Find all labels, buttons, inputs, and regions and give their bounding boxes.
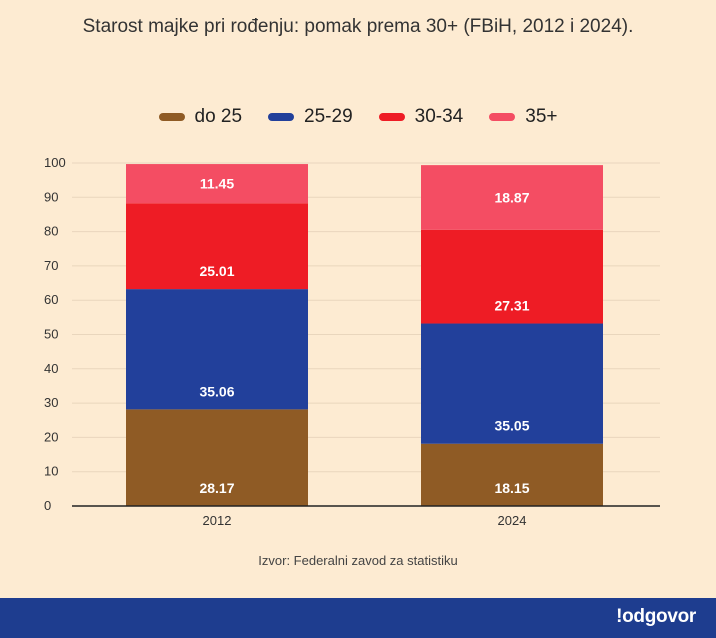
data-label: 11.45	[200, 176, 234, 192]
legend-item-3: 35+	[489, 106, 558, 128]
y-tick-label: 100	[44, 155, 66, 170]
legend-label: 35+	[525, 106, 558, 127]
data-label: 35.05	[494, 418, 529, 434]
y-tick-label: 90	[44, 189, 58, 204]
bar-segment	[421, 229, 603, 324]
brand-logo: !odgovor	[616, 606, 696, 627]
data-label: 18.87	[494, 189, 529, 205]
footer-bar: !odgovor	[0, 598, 716, 638]
legend-label: 30-34	[414, 106, 464, 127]
legend-label: 25-29	[304, 106, 353, 127]
legend-item-0: do 25	[158, 106, 243, 128]
bar-segment	[421, 443, 603, 506]
y-tick-label: 70	[44, 258, 58, 273]
data-label: 28.17	[199, 480, 234, 496]
legend-label: do 25	[194, 106, 243, 127]
y-tick-label: 80	[44, 224, 58, 239]
legend-swatch	[158, 113, 185, 121]
bar-segment	[421, 323, 603, 444]
bar-segment	[421, 165, 603, 230]
legend-swatch	[378, 113, 405, 121]
legend-item-1: 25-29	[268, 106, 353, 128]
bar-segment	[126, 409, 308, 506]
y-tick-label: 0	[44, 498, 51, 513]
x-tick-label: 2024	[498, 513, 527, 528]
legend-item-2: 30-34	[378, 106, 464, 128]
data-label: 35.06	[199, 383, 234, 399]
legend-swatch	[268, 113, 295, 121]
legend-swatch	[489, 113, 516, 121]
chart-title: Starost majke pri rođenju: pomak prema 3…	[82, 16, 634, 37]
data-label: 27.31	[494, 298, 529, 314]
data-label: 18.15	[494, 480, 529, 496]
y-tick-label: 50	[44, 327, 58, 342]
y-tick-label: 60	[44, 292, 58, 307]
bar-segment	[126, 289, 308, 410]
data-label: 25.01	[199, 263, 234, 279]
source-note: Izvor: Federalni zavod za statistiku	[258, 553, 458, 568]
stacked-bar-chart: 0 10 20 30 40 50 60 70 80 90 100 28.17 35.06 25.01 11.…	[44, 155, 660, 528]
bar-segment	[126, 203, 308, 290]
x-tick-label: 2012	[203, 513, 232, 528]
y-tick-label: 20	[44, 429, 58, 444]
y-tick-label: 10	[44, 464, 58, 479]
chart-legend: do 25 25-29 30-34 35+	[0, 106, 716, 128]
bar-segment	[126, 164, 308, 204]
y-tick-label: 40	[44, 361, 58, 376]
y-tick-label: 30	[44, 395, 58, 410]
